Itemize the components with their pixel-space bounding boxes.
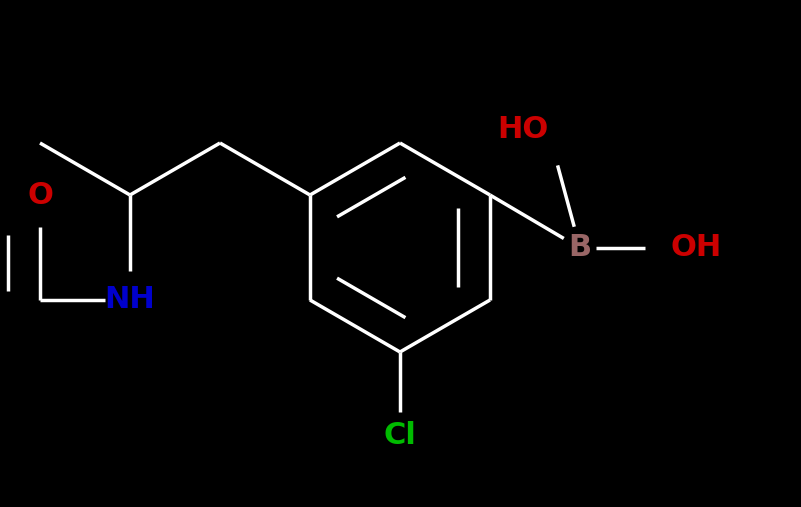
Text: O: O [27, 180, 53, 209]
Text: Cl: Cl [384, 420, 417, 450]
Text: OH: OH [670, 234, 721, 263]
Text: B: B [569, 234, 592, 263]
Text: NH: NH [105, 285, 155, 314]
Text: HO: HO [497, 116, 548, 144]
